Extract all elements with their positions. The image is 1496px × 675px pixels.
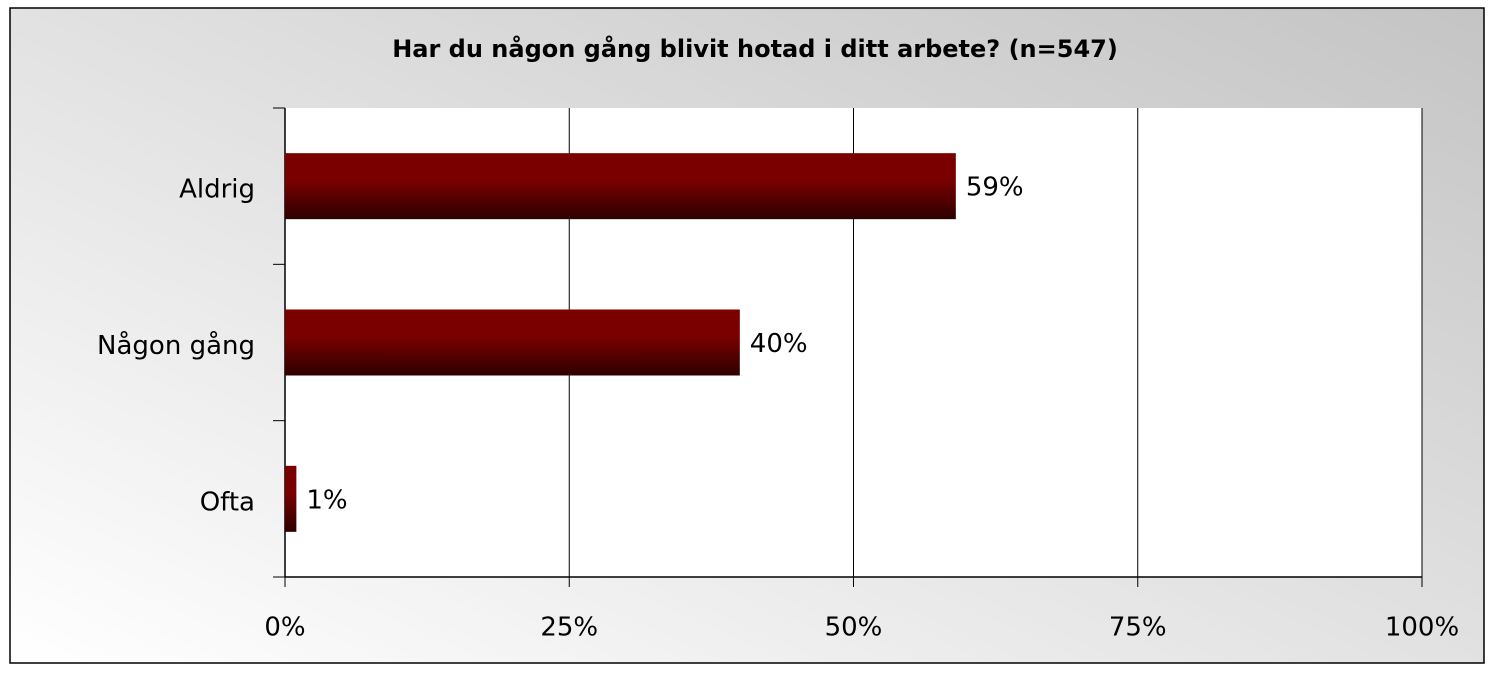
x-tick-label: 50% bbox=[825, 613, 883, 643]
value-label: 1% bbox=[306, 485, 347, 515]
bar bbox=[285, 465, 297, 532]
y-tick-label: Någon gång bbox=[97, 330, 255, 361]
y-tick-label: Aldrig bbox=[179, 175, 255, 205]
bar bbox=[285, 153, 956, 220]
value-label: 59% bbox=[966, 173, 1024, 203]
bar bbox=[285, 309, 740, 376]
x-tick-label: 25% bbox=[540, 613, 598, 643]
x-tick-label: 75% bbox=[1109, 613, 1167, 643]
x-tick-label: 0% bbox=[264, 613, 305, 643]
x-tick-label: 100% bbox=[1385, 613, 1459, 643]
value-label: 40% bbox=[750, 329, 808, 359]
y-tick-label: Ofta bbox=[200, 487, 255, 517]
chart-title: Har du någon gång blivit hotad i ditt ar… bbox=[392, 34, 1118, 63]
